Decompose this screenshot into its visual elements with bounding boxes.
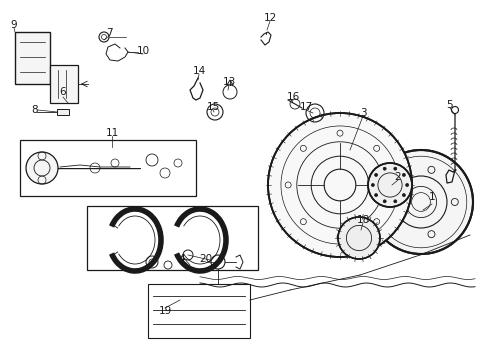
Text: 5: 5 (446, 100, 453, 110)
Text: 8: 8 (31, 105, 38, 115)
Text: 19: 19 (158, 306, 171, 316)
Text: 6: 6 (60, 87, 66, 97)
Bar (15, 32, 50, 84)
Circle shape (374, 174, 377, 176)
Text: 9: 9 (11, 20, 17, 30)
Circle shape (393, 200, 396, 203)
Text: 14: 14 (192, 66, 205, 76)
Circle shape (451, 106, 457, 114)
Circle shape (368, 150, 472, 254)
Circle shape (402, 193, 405, 197)
Circle shape (371, 183, 374, 186)
Bar (148, 284, 249, 338)
Circle shape (393, 167, 396, 170)
Text: 3: 3 (359, 108, 365, 118)
Circle shape (405, 183, 408, 186)
Circle shape (402, 174, 405, 176)
Text: 20: 20 (199, 254, 212, 264)
Text: 1: 1 (428, 192, 435, 202)
Bar (50, 65, 78, 103)
Circle shape (367, 163, 411, 207)
Text: 16: 16 (286, 92, 299, 102)
Circle shape (337, 217, 379, 259)
Text: 12: 12 (263, 13, 276, 23)
Circle shape (268, 113, 411, 257)
Bar (57, 109, 69, 115)
Text: 2: 2 (394, 172, 400, 182)
Circle shape (26, 152, 58, 184)
Text: 13: 13 (222, 77, 235, 87)
Text: 4: 4 (178, 254, 185, 264)
Text: 7: 7 (106, 28, 112, 38)
Circle shape (382, 167, 385, 170)
Circle shape (382, 200, 385, 203)
Circle shape (374, 193, 377, 197)
Text: 17: 17 (299, 102, 312, 112)
Text: 15: 15 (206, 102, 219, 112)
Text: 18: 18 (356, 215, 369, 225)
Bar (87, 206, 257, 270)
Bar (20, 140, 196, 196)
Text: 10: 10 (136, 46, 149, 56)
Text: 11: 11 (105, 128, 119, 138)
